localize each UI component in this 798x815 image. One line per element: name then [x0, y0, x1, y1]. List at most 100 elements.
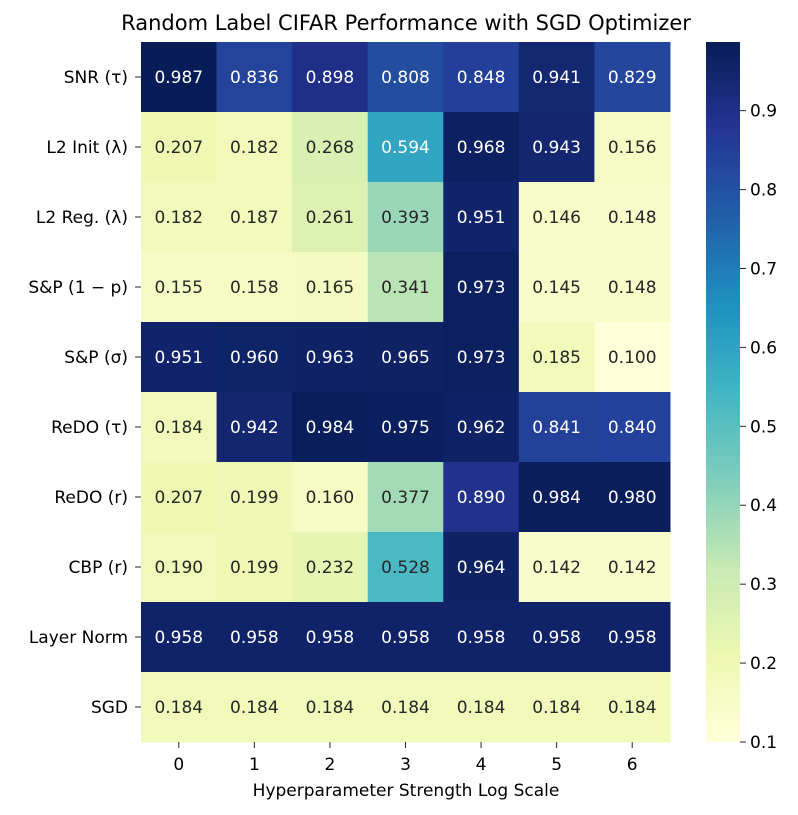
cell-value-label: 0.184 [154, 698, 203, 718]
cell-value-label: 0.965 [381, 348, 430, 368]
heatmap-cell [367, 602, 444, 673]
heatmap-cell [443, 602, 520, 673]
cell-value-label: 0.958 [154, 628, 203, 648]
cell-value-label: 0.958 [381, 628, 430, 648]
colorbar [706, 42, 740, 742]
colorbar-tick-label: 0.2 [750, 654, 777, 674]
cell-value-label: 0.898 [306, 68, 355, 88]
heatmap-cell [141, 392, 218, 463]
heatmap-cell [141, 672, 218, 743]
cell-value-label: 0.182 [154, 208, 203, 228]
cell-value-label: 0.160 [306, 488, 355, 508]
heatmap-cell [594, 182, 671, 253]
heatmap-cells: 0.987 0.836 0.898 0.808 0.848 0.941 0.829 0.207… [141, 42, 671, 743]
cell-value-label: 0.142 [608, 558, 657, 578]
cell-value-label: 0.156 [608, 138, 657, 158]
cell-value-label: 0.184 [608, 698, 657, 718]
cell-value-label: 0.958 [230, 628, 279, 648]
cell-value-label: 0.393 [381, 208, 430, 228]
cell-value-label: 0.836 [230, 68, 279, 88]
cell-value-label: 0.984 [306, 418, 355, 438]
heatmap-cell [292, 602, 369, 673]
cell-value-label: 0.841 [532, 418, 581, 438]
heatmap-cell [518, 112, 595, 183]
heatmap-cell [518, 42, 595, 113]
heatmap-cell [141, 462, 218, 533]
heatmap-cell [443, 182, 520, 253]
heatmap-cell [594, 252, 671, 323]
colorbar-ticks: 0.1 0.2 0.3 0.4 0.5 0.6 0.7 0.8 0.9 [740, 102, 777, 753]
cell-value-label: 0.829 [608, 68, 657, 88]
colorbar-tick-label: 0.6 [750, 338, 777, 358]
y-tick-label: CBP (r) [69, 558, 128, 578]
heatmap-cell [594, 532, 671, 603]
y-tick-label: S&P (1 − p) [28, 278, 128, 298]
cell-value-label: 0.941 [532, 68, 581, 88]
heatmap-cell [292, 392, 369, 463]
cell-value-label: 0.964 [457, 558, 506, 578]
cell-value-label: 0.145 [532, 278, 581, 298]
cell-value-label: 0.973 [457, 348, 506, 368]
heatmap-cell [594, 42, 671, 113]
cell-value-label: 0.184 [154, 418, 203, 438]
colorbar-tick-label: 0.3 [750, 575, 777, 595]
heatmap-cell [594, 392, 671, 463]
cell-value-label: 0.528 [381, 558, 430, 578]
cell-value-label: 0.958 [457, 628, 506, 648]
heatmap-cell [518, 602, 595, 673]
cell-value-label: 0.984 [532, 488, 581, 508]
cell-value-label: 0.594 [381, 138, 430, 158]
cell-value-label: 0.890 [457, 488, 506, 508]
cell-value-label: 0.100 [608, 348, 657, 368]
heatmap-cell [594, 602, 671, 673]
heatmap-cell [518, 252, 595, 323]
heatmap-cell [443, 672, 520, 743]
heatmap-cell [216, 602, 293, 673]
heatmap-cell [292, 322, 369, 393]
heatmap-cell [594, 322, 671, 393]
heatmap-cell [367, 532, 444, 603]
colorbar-tick-label: 0.5 [750, 417, 777, 437]
heatmap-cell [141, 182, 218, 253]
colorbar-tick-label: 0.9 [750, 102, 777, 122]
cell-value-label: 0.268 [306, 138, 355, 158]
x-tick-label: 2 [325, 755, 336, 775]
heatmap-cell [367, 672, 444, 743]
cell-value-label: 0.960 [230, 348, 279, 368]
heatmap-cell [141, 42, 218, 113]
heatmap-cell [216, 462, 293, 533]
x-tick-label: 3 [400, 755, 411, 775]
heatmap-cell [367, 252, 444, 323]
cell-value-label: 0.158 [230, 278, 279, 298]
cell-value-label: 0.165 [306, 278, 355, 298]
cell-value-label: 0.980 [608, 488, 657, 508]
colorbar-tick-label: 0.4 [750, 496, 777, 516]
heatmap-cell [292, 462, 369, 533]
heatmap-cell [216, 672, 293, 743]
x-tick-label: 4 [476, 755, 487, 775]
x-tick-label: 0 [173, 755, 184, 775]
heatmap-cell [443, 462, 520, 533]
cell-value-label: 0.973 [457, 278, 506, 298]
colorbar-tick-label: 0.8 [750, 181, 777, 201]
heatmap-cell [292, 252, 369, 323]
x-axis-label: Hyperparameter Strength Log Scale [253, 781, 560, 801]
cell-value-label: 0.943 [532, 138, 581, 158]
cell-value-label: 0.377 [381, 488, 430, 508]
cell-value-label: 0.958 [306, 628, 355, 648]
colorbar-tick-label: 0.1 [750, 733, 777, 753]
cell-value-label: 0.968 [457, 138, 506, 158]
cell-value-label: 0.155 [154, 278, 203, 298]
y-tick-label: L2 Init (λ) [46, 138, 128, 158]
y-tick-label: ReDO (τ) [51, 418, 128, 438]
cell-value-label: 0.962 [457, 418, 506, 438]
heatmap-cell [518, 392, 595, 463]
heatmap-cell [367, 182, 444, 253]
cell-value-label: 0.232 [306, 558, 355, 578]
colorbar-tick-label: 0.7 [750, 259, 777, 279]
y-tick-labels: SNR (τ) L2 Init (λ) L2 Reg. (λ) S&P (1 − p)… [28, 68, 141, 718]
cell-value-label: 0.185 [532, 348, 581, 368]
cell-value-label: 0.207 [154, 488, 203, 508]
heatmap-cell [367, 322, 444, 393]
